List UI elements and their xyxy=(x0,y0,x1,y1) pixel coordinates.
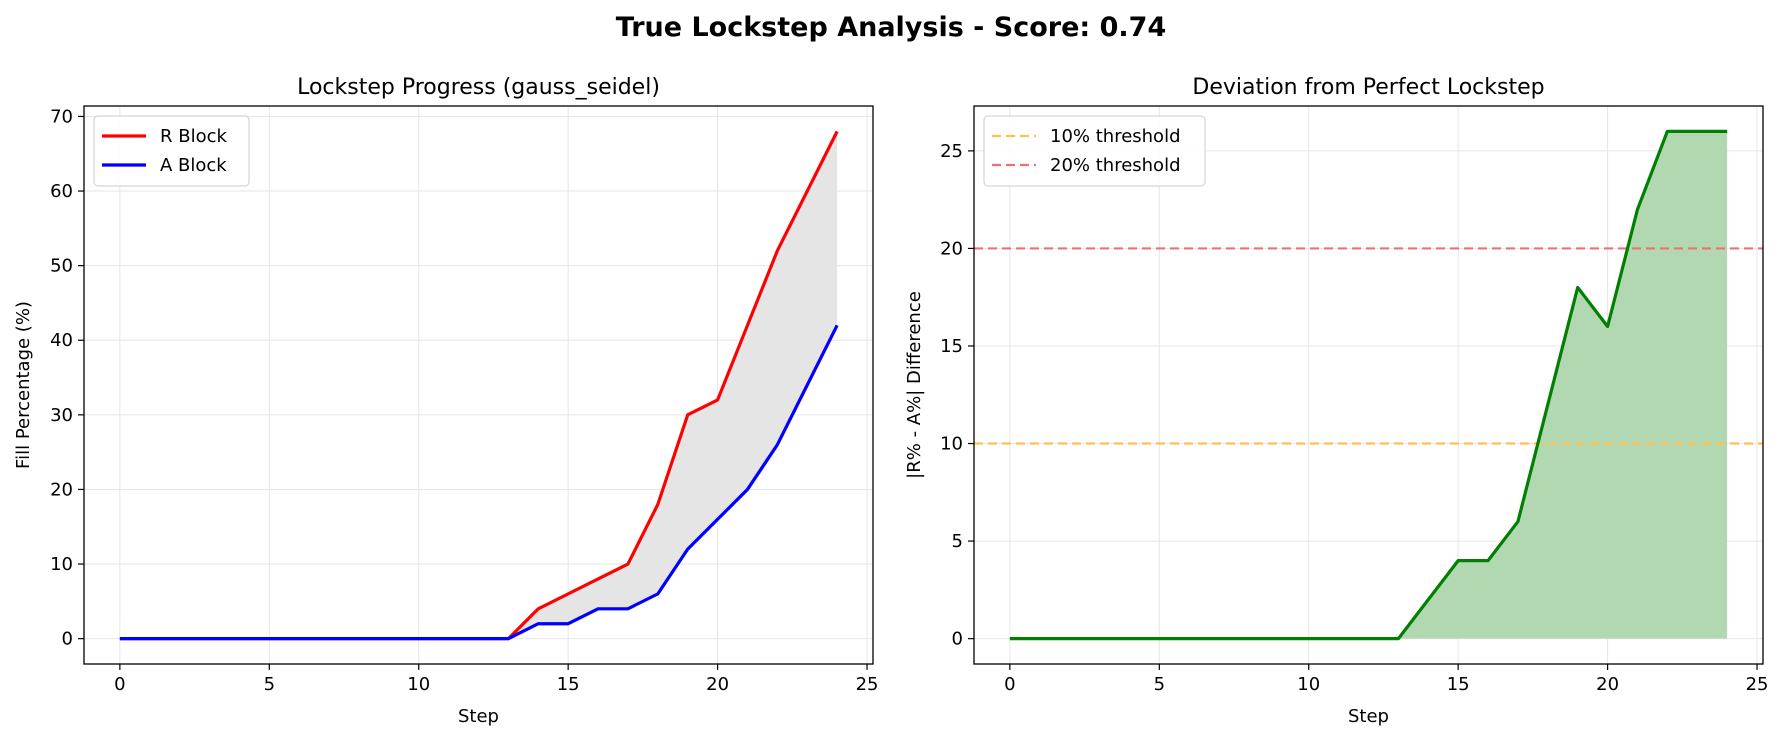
figure-suptitle: True Lockstep Analysis - Score: 0.74 xyxy=(616,12,1166,43)
y-tick-label: 30 xyxy=(50,405,73,426)
y-tick-label: 15 xyxy=(940,336,963,357)
deviation-line xyxy=(1009,129,1728,641)
series-line-a-block xyxy=(119,324,839,641)
y-tick-label: 0 xyxy=(952,629,963,650)
y-tick-label: 10 xyxy=(50,554,73,575)
y-tick-label: 25 xyxy=(940,141,963,162)
legend-entry-label: A Block xyxy=(160,155,227,176)
y-tick-label: 40 xyxy=(50,330,73,351)
legend-box xyxy=(93,115,250,187)
y-tick-label: 10 xyxy=(940,434,963,455)
panel-title: Lockstep Progress (gauss_seidel) xyxy=(297,75,660,100)
legend-entry-label: R Block xyxy=(160,126,227,147)
y-tick-label: 5 xyxy=(952,531,963,552)
legend-box xyxy=(983,115,1206,187)
x-tick-label: 0 xyxy=(1004,674,1015,695)
plot-frame xyxy=(83,105,874,665)
x-tick-label: 25 xyxy=(856,674,879,695)
legend-entry-label: 10% threshold xyxy=(1050,126,1181,147)
legend-entry-label: 20% threshold xyxy=(1050,155,1181,176)
y-tick-label: 60 xyxy=(50,181,73,202)
x-axis-label: Step xyxy=(458,706,499,727)
x-tick-label: 10 xyxy=(1297,674,1320,695)
lockstep-progress-panel: 0 5 10 15 20 25 0 10 20 30 40 50 60 70 Lockstep Progre… xyxy=(13,75,878,727)
y-tick-label: 50 xyxy=(50,256,73,277)
legend: R Block A Block xyxy=(93,115,250,187)
y-tick-label: 20 xyxy=(50,479,73,500)
plot-frame xyxy=(973,105,1764,665)
panel-title: Deviation from Perfect Lockstep xyxy=(1192,75,1544,100)
x-tick-label: 15 xyxy=(1447,674,1470,695)
x-tick-label: 0 xyxy=(114,674,125,695)
y-tick-label: 20 xyxy=(940,238,963,259)
deviation-panel: 0 5 10 15 20 25 0 5 10 15 20 25 Deviation from Perfe… xyxy=(904,75,1768,727)
x-tick-label: 5 xyxy=(1154,674,1165,695)
legend: 10% threshold 20% threshold xyxy=(983,115,1206,187)
x-tick-label: 20 xyxy=(1596,674,1619,695)
x-tick-label: 10 xyxy=(407,674,430,695)
x-axis-label: Step xyxy=(1348,706,1389,727)
y-tick-label: 0 xyxy=(62,629,73,650)
y-axis-label: Fill Percentage (%) xyxy=(13,301,34,469)
y-tick-label: 70 xyxy=(50,106,73,127)
x-tick-label: 15 xyxy=(557,674,580,695)
deviation-area-fill xyxy=(1009,131,1728,639)
x-tick-label: 25 xyxy=(1746,674,1769,695)
y-axis-label: |R% - A%| Difference xyxy=(904,291,925,479)
x-tick-label: 5 xyxy=(264,674,275,695)
x-tick-label: 20 xyxy=(706,674,729,695)
fill-between-area xyxy=(119,131,838,639)
